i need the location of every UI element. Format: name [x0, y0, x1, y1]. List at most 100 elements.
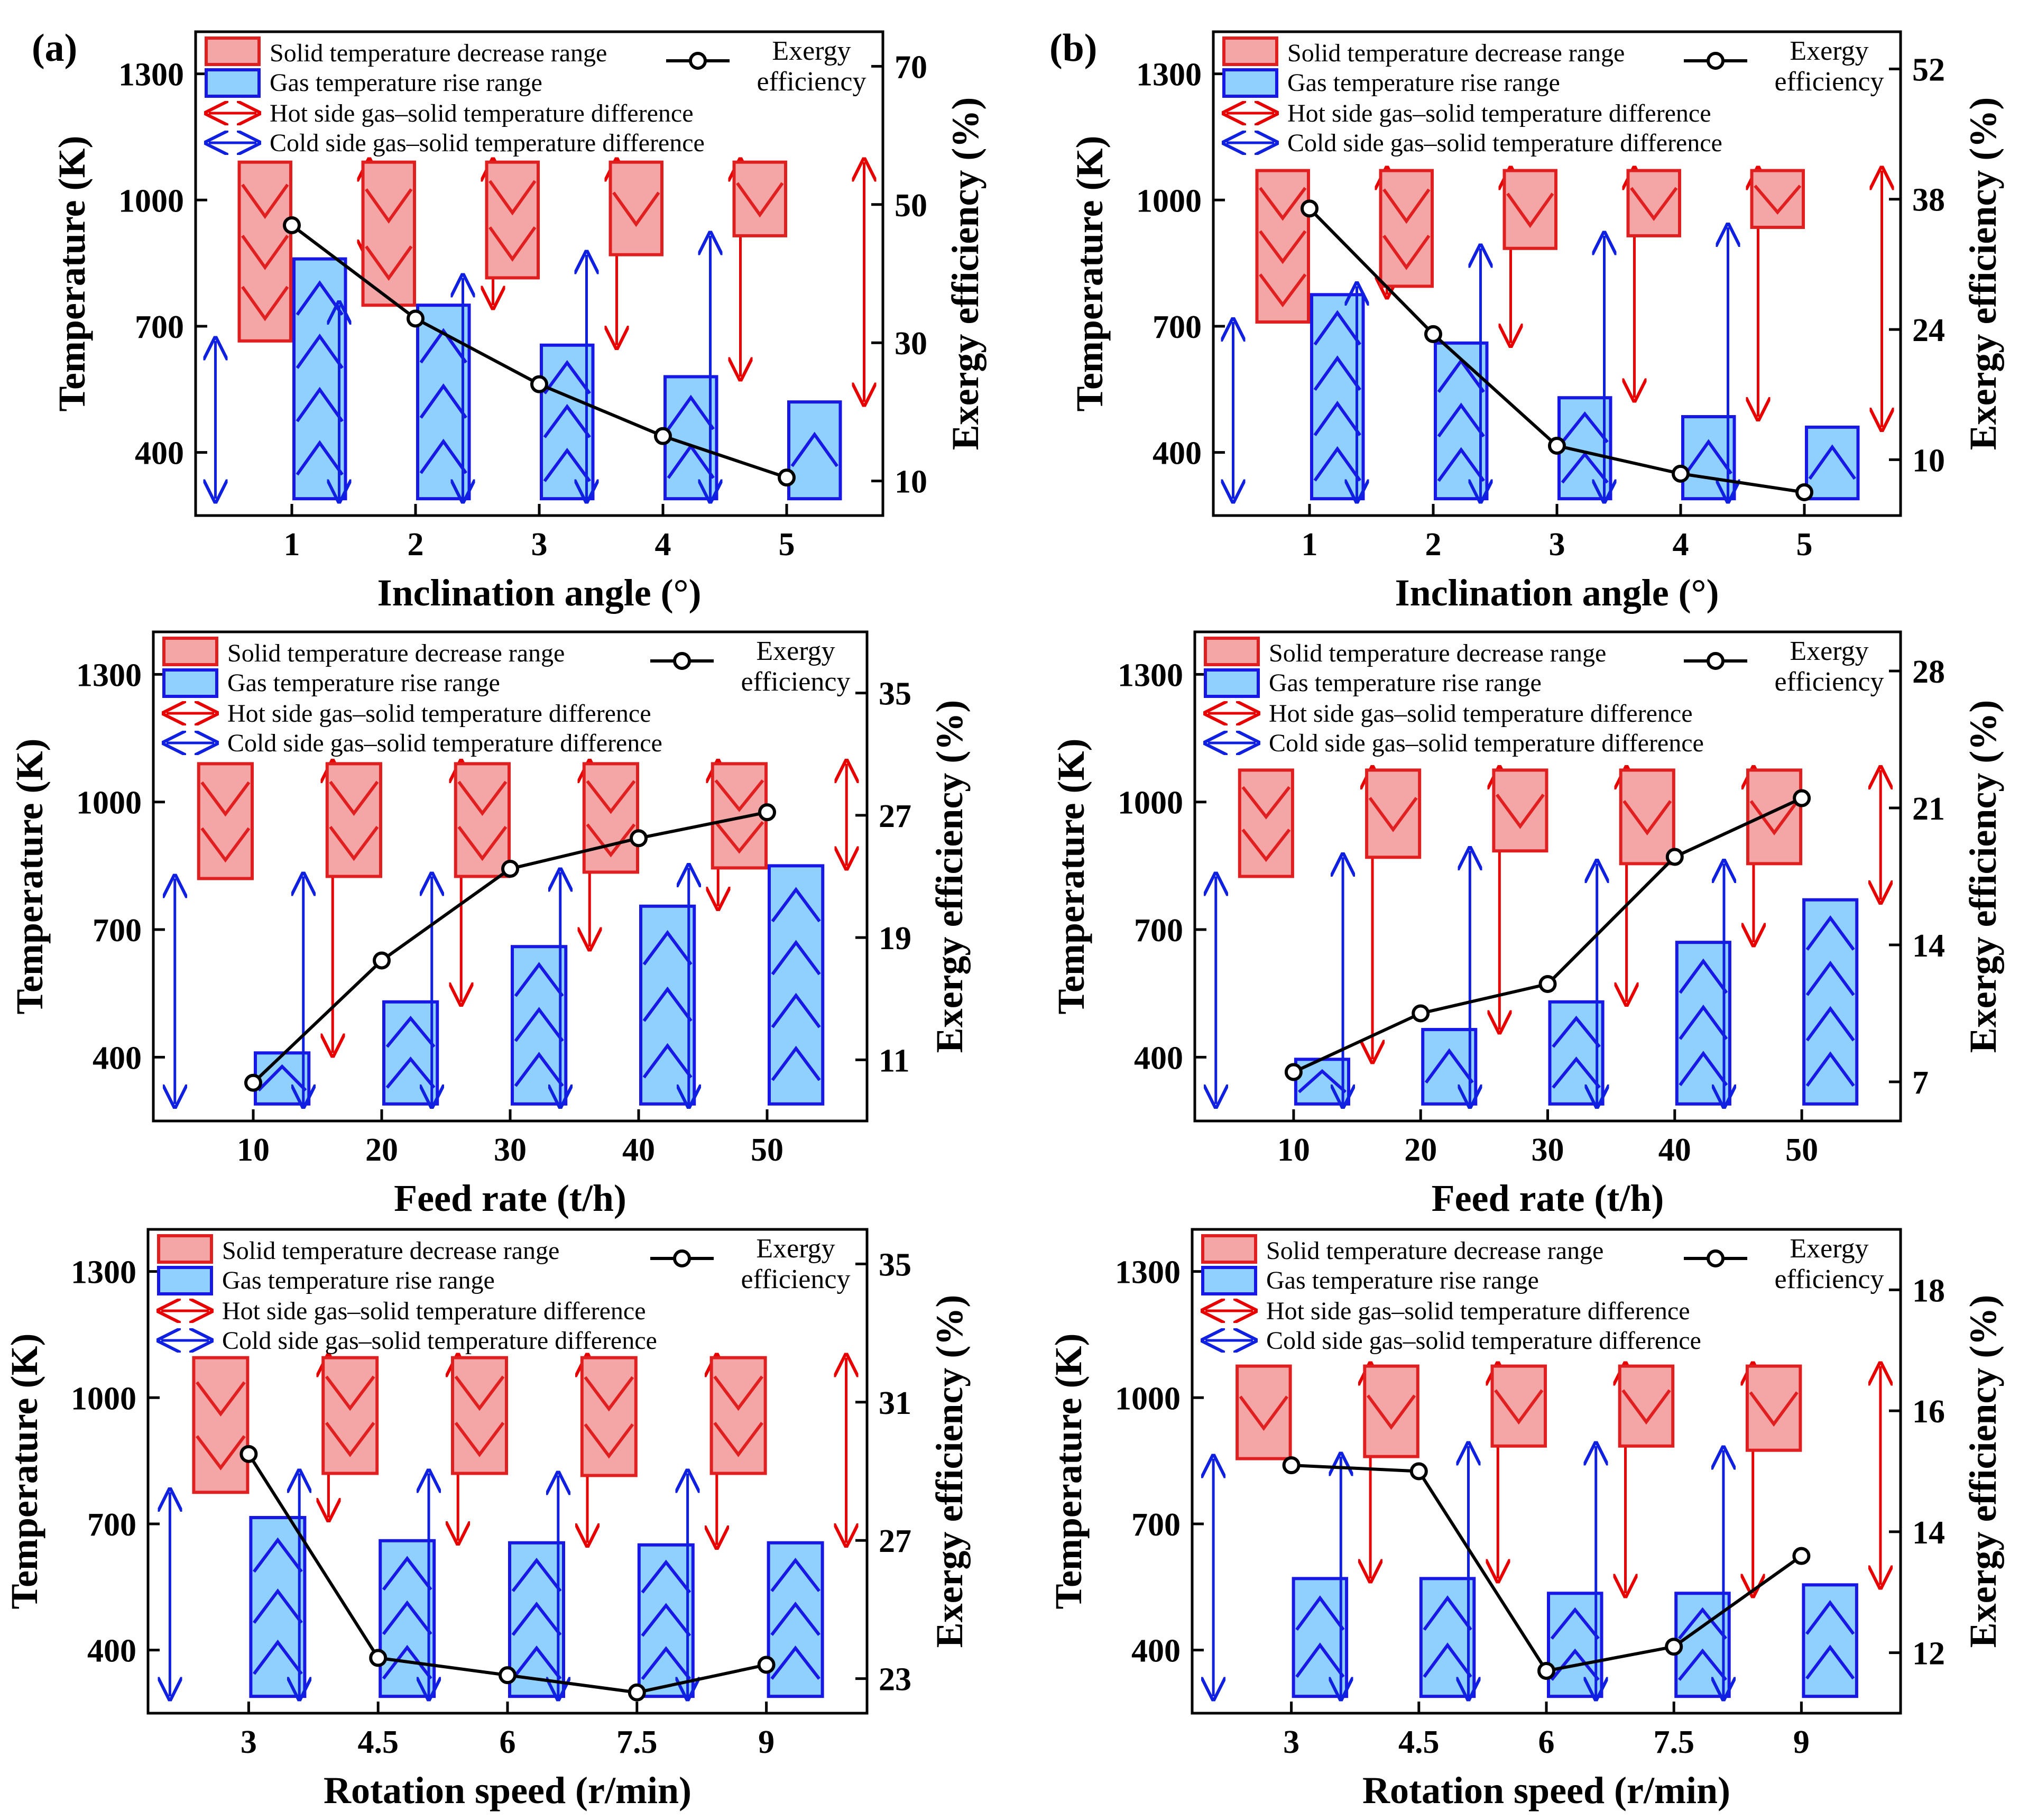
x-tick-label: 3: [531, 527, 548, 563]
solid-range-bar: [1746, 768, 1803, 866]
chevron-pattern: [196, 1435, 246, 1470]
legend-solid-swatch: [1204, 637, 1260, 666]
y-axis-label: Temperature (K): [3, 1334, 45, 1610]
exergy-point: [407, 309, 425, 328]
x-tick-label: 5: [1796, 527, 1813, 563]
gas-range-bar: [1421, 1028, 1478, 1106]
chevron-pattern: [790, 431, 838, 467]
chevron-pattern: [1259, 187, 1307, 221]
solid-range-bar: [732, 160, 787, 237]
y-tick-label: 1000: [1115, 1381, 1181, 1417]
y-tick-label: 1300: [1115, 1255, 1181, 1291]
gas-range-bar: [1310, 293, 1365, 501]
legend-solid-label: Solid temperature decrease range: [1287, 39, 1625, 67]
exergy-point: [1548, 437, 1566, 455]
exergy-point: [1537, 1661, 1555, 1680]
chevron-pattern: [713, 1375, 763, 1411]
exergy-point: [530, 375, 548, 393]
x-tick-label: 5: [779, 527, 795, 563]
legend-exergy-label-2: efficiency: [1775, 1264, 1884, 1294]
gas-range-bar: [254, 1051, 311, 1106]
legend-gas-label: Gas temperature rise range: [1266, 1266, 1539, 1294]
legend-gas-swatch: [1201, 1266, 1257, 1295]
solid-range-bar: [1750, 169, 1805, 229]
gas-range-bar: [787, 400, 842, 501]
y2-tick-label: 38: [1912, 182, 1945, 218]
legend-exergy-label-2: efficiency: [741, 1264, 851, 1294]
chevron-pattern: [365, 188, 413, 224]
x-axis-label: Feed rate (t/h): [394, 1177, 626, 1219]
y2-tick-label: 70: [895, 49, 927, 85]
x-tick-label: 7.5: [616, 1724, 658, 1760]
gas-range-bar: [1681, 415, 1736, 501]
y2-tick-label: 52: [1912, 52, 1945, 88]
y2-tick-label: 19: [879, 921, 911, 957]
x-tick-label: 9: [1793, 1724, 1810, 1760]
x-tick-label: 20: [365, 1132, 398, 1168]
exergy-point: [1793, 789, 1811, 807]
x-tick-label: 4: [1673, 527, 1689, 563]
legend-cold-label: Cold side gas–solid temperature differen…: [270, 129, 705, 157]
y2-axis-label: Exergy efficiency (%): [928, 700, 971, 1053]
legend-gas-label: Gas temperature rise range: [1269, 669, 1542, 697]
exergy-point: [1792, 1547, 1811, 1565]
solid-range-bar: [1626, 169, 1681, 237]
legend-exergy-label: Exergy: [1790, 1234, 1868, 1264]
y-tick-label: 1300: [76, 657, 142, 693]
gas-range-bar: [639, 904, 696, 1106]
legend-solid-swatch: [157, 1234, 213, 1264]
y-tick-label: 1000: [71, 1381, 136, 1417]
y2-tick-label: 10: [1912, 443, 1945, 479]
legend-solid-swatch: [162, 637, 218, 666]
chevron-pattern: [584, 1423, 634, 1459]
y2-tick-label: 27: [879, 1523, 911, 1559]
solid-range-bar: [609, 160, 663, 256]
chevron-pattern: [1259, 230, 1307, 264]
y-tick-label: 700: [1153, 309, 1202, 345]
legend-exergy-label-2: efficiency: [1775, 67, 1884, 97]
y2-axis-label: Exergy efficiency (%): [1962, 700, 2004, 1053]
x-tick-label: 50: [1785, 1132, 1818, 1168]
y-tick-label: 1300: [71, 1255, 136, 1291]
legend-exergy-label-2: efficiency: [1775, 667, 1884, 697]
x-tick-label: 1: [284, 527, 300, 563]
legend-solid-swatch: [1222, 36, 1278, 66]
chevron-pattern: [771, 1045, 821, 1081]
y2-axis-label: Exergy efficiency (%): [1962, 1295, 2004, 1648]
y2-tick-label: 16: [1912, 1394, 1945, 1430]
x-tick-label: 3: [241, 1724, 257, 1760]
solid-range-bar: [1618, 1364, 1675, 1448]
x-tick-label: 10: [237, 1132, 270, 1168]
chevron-pattern: [1749, 1391, 1799, 1427]
chevron-pattern: [457, 780, 508, 816]
chevron-pattern: [241, 183, 289, 219]
exergy-point: [1412, 1004, 1430, 1023]
legend-solid-swatch: [205, 36, 261, 66]
legend-exergy-marker: [673, 652, 691, 670]
legend-gas-label: Gas temperature rise range: [1287, 69, 1560, 97]
solid-range-bar: [361, 160, 416, 307]
y2-tick-label: 27: [879, 798, 911, 834]
legend-solid-label: Solid temperature decrease range: [222, 1237, 559, 1265]
y-tick-label: 400: [1134, 1040, 1183, 1076]
chevron-pattern: [1506, 192, 1554, 228]
chevron-pattern: [1754, 185, 1802, 215]
y-axis-label: Temperature (K): [1050, 739, 1092, 1015]
y-tick-label: 400: [1131, 1633, 1181, 1669]
legend-exergy-marker: [673, 1249, 691, 1267]
y2-tick-label: 10: [895, 464, 927, 500]
y-tick-label: 1300: [1118, 657, 1183, 693]
panel-6: 400 700 1000 1300 12 14 16 18 3 4.5 6 7.5 9 Rotation …: [1047, 1228, 2004, 1812]
legend-gas-label: Gas temperature rise range: [227, 669, 500, 697]
chevron-pattern: [329, 780, 379, 816]
y2-tick-label: 18: [1912, 1273, 1945, 1309]
legend-gas-label: Gas temperature rise range: [222, 1266, 495, 1294]
solid-range-bar: [192, 1356, 250, 1494]
y-tick-label: 1000: [1136, 183, 1202, 219]
legend-solid-label: Solid temperature decrease range: [227, 639, 565, 667]
legend-solid-label: Solid temperature decrease range: [1266, 1237, 1603, 1265]
y-tick-label: 400: [1153, 436, 1202, 472]
panel-1: 400 700 1000 1300 10 30 50 70 1 2 3 4 5 Inclination a…: [32, 26, 987, 614]
legend-solid-label: Solid temperature decrease range: [270, 39, 607, 67]
